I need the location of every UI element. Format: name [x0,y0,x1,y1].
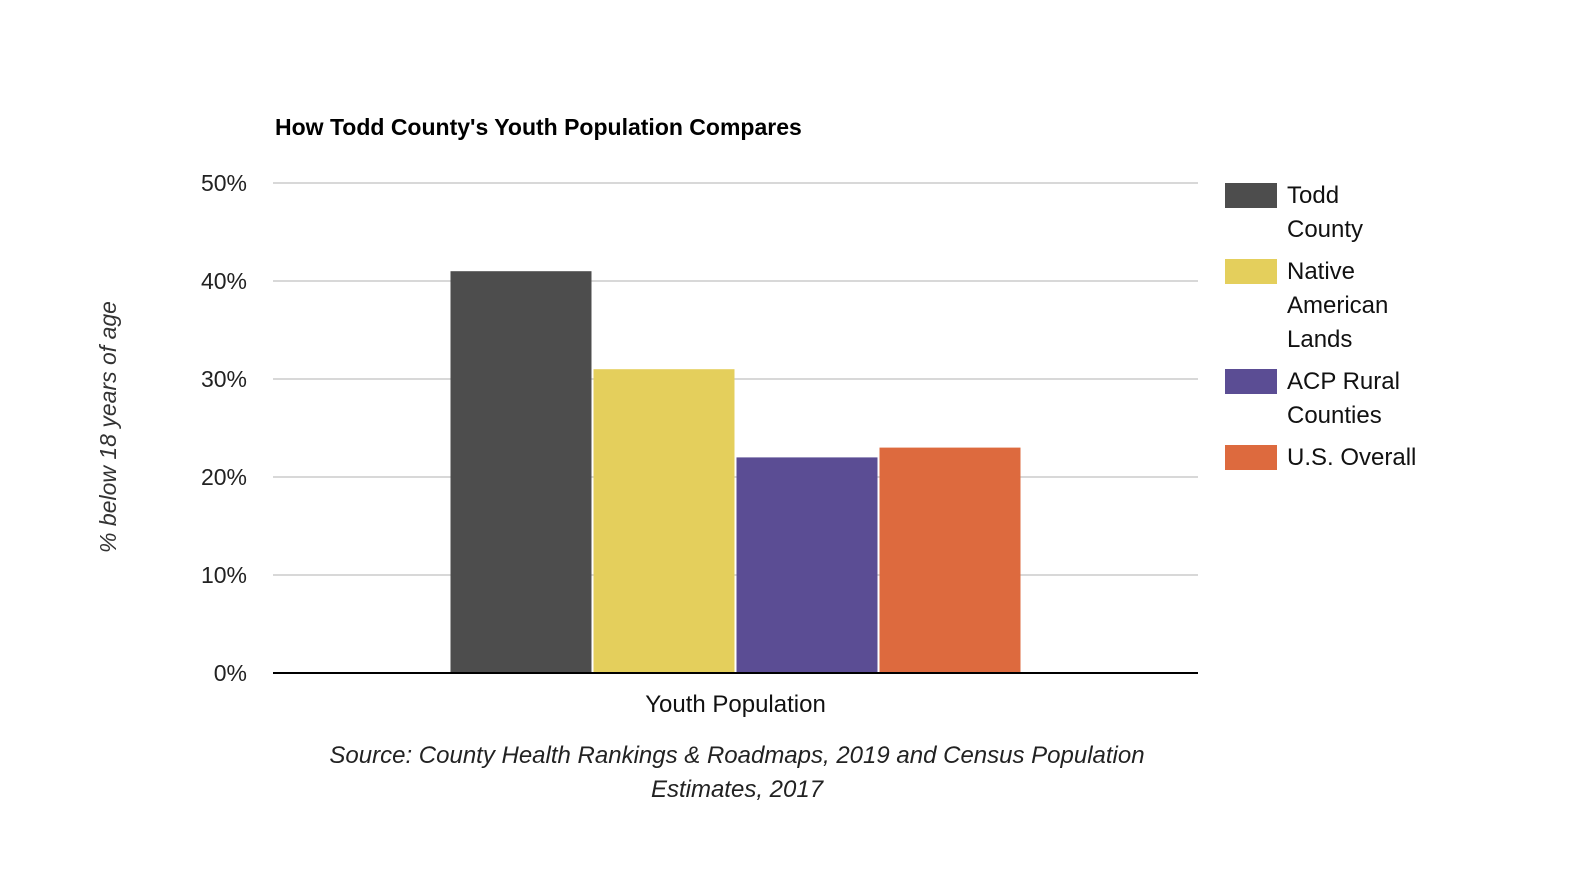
legend-label-line: Counties [1287,402,1382,429]
y-axis-label: % below 18 years of age [95,301,121,553]
bar-native-american-lands [593,369,735,673]
legend-label-line: American [1287,292,1388,319]
legend-label-line: Lands [1287,326,1352,353]
legend: Todd County Native American Lands ACP Rural Co… [1225,182,1416,471]
legend-swatch [1225,445,1277,470]
legend-swatch [1225,369,1277,394]
bars [450,271,1021,673]
legend-label-line: U.S. Overall [1287,444,1416,471]
y-tick-label: 0% [214,660,247,686]
axes: 0% 10% 20% 30% 40% 50% Youth Population [201,170,1198,718]
y-tick-label: 20% [201,464,247,490]
bar-acp-rural-counties [736,457,878,673]
y-tick-label: 40% [201,268,247,294]
legend-label-line: ACP Rural [1287,368,1400,395]
source-note: Source: County Health Rankings & Roadmap… [329,742,1144,803]
legend-label-line: Native [1287,258,1355,285]
source-line: Estimates, 2017 [651,776,825,803]
chart-title: How Todd County's Youth Population Compa… [275,114,802,140]
y-tick-label: 10% [201,562,247,588]
y-tick-label: 50% [201,170,247,196]
bar-u-s-overall [879,447,1021,673]
source-line: Source: County Health Rankings & Roadmap… [329,742,1144,769]
legend-label: Native American Lands [1287,258,1388,353]
legend-swatch [1225,259,1277,284]
legend-label: ACP Rural Counties [1287,368,1400,429]
y-tick-label: 30% [201,366,247,392]
legend-label-line: Todd [1287,182,1339,209]
legend-swatch [1225,183,1277,208]
x-category-label: Youth Population [645,691,826,718]
legend-label: Todd County [1287,182,1363,243]
legend-label: U.S. Overall [1287,444,1416,471]
gridlines [273,182,1198,576]
bar-todd-county [450,271,592,673]
legend-label-line: County [1287,216,1363,243]
